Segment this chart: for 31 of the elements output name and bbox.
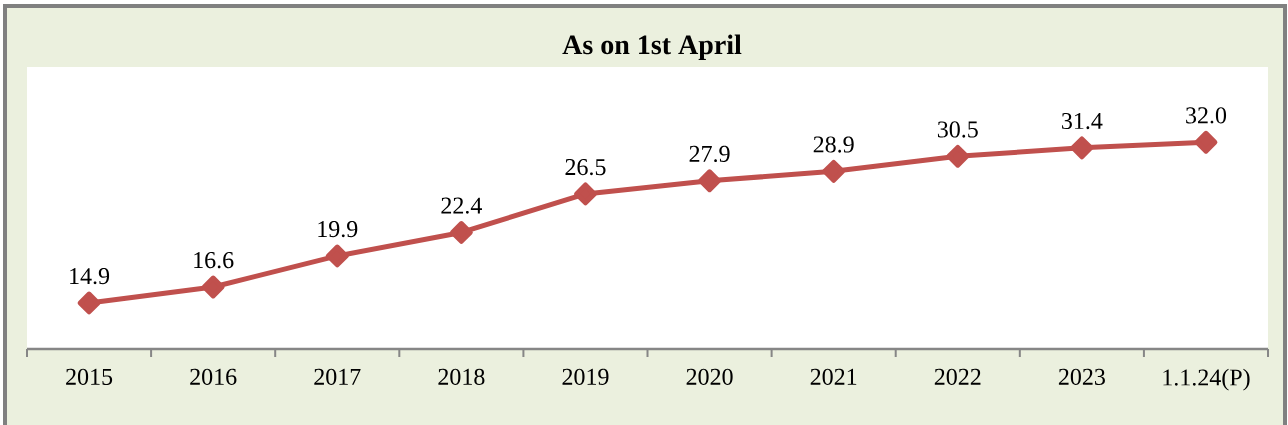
point: [77, 291, 101, 315]
point: [201, 275, 225, 299]
data-label: 28.9: [813, 136, 854, 153]
x-tick-label: 2022: [934, 368, 981, 385]
x-tick-label: 2020: [686, 368, 733, 385]
point: [1194, 130, 1218, 154]
data-label: 30.5: [937, 121, 978, 138]
point: [574, 182, 597, 206]
x-tick-label: 2018: [438, 368, 485, 385]
x-tick-label: 2017: [314, 368, 361, 385]
point: [1070, 136, 1094, 160]
chart-title: As on 1st April: [562, 34, 742, 60]
data-label: 27.9: [689, 145, 730, 163]
point: [698, 169, 721, 193]
point: [449, 221, 473, 244]
x-tick-label: 2015: [66, 368, 113, 385]
data-label: 22.4: [441, 197, 482, 214]
x-tick-label: 2019: [562, 368, 609, 385]
data-label: 16.6: [194, 252, 234, 269]
point: [822, 159, 846, 183]
point: [325, 244, 349, 268]
x-tick-label: 2023: [1058, 368, 1105, 385]
x-tick-label: 2021: [810, 368, 857, 385]
x-tick-label: 1.1.24(P): [1163, 368, 1250, 391]
x-tick-label: 2016: [190, 368, 237, 385]
data-label: 19.9: [318, 221, 358, 238]
data-label: 32.0: [1186, 107, 1227, 124]
data-label: 14.9: [70, 268, 110, 285]
data-label: 26.5: [565, 159, 606, 176]
data-label: 31.4: [1062, 112, 1103, 130]
point: [946, 144, 970, 168]
